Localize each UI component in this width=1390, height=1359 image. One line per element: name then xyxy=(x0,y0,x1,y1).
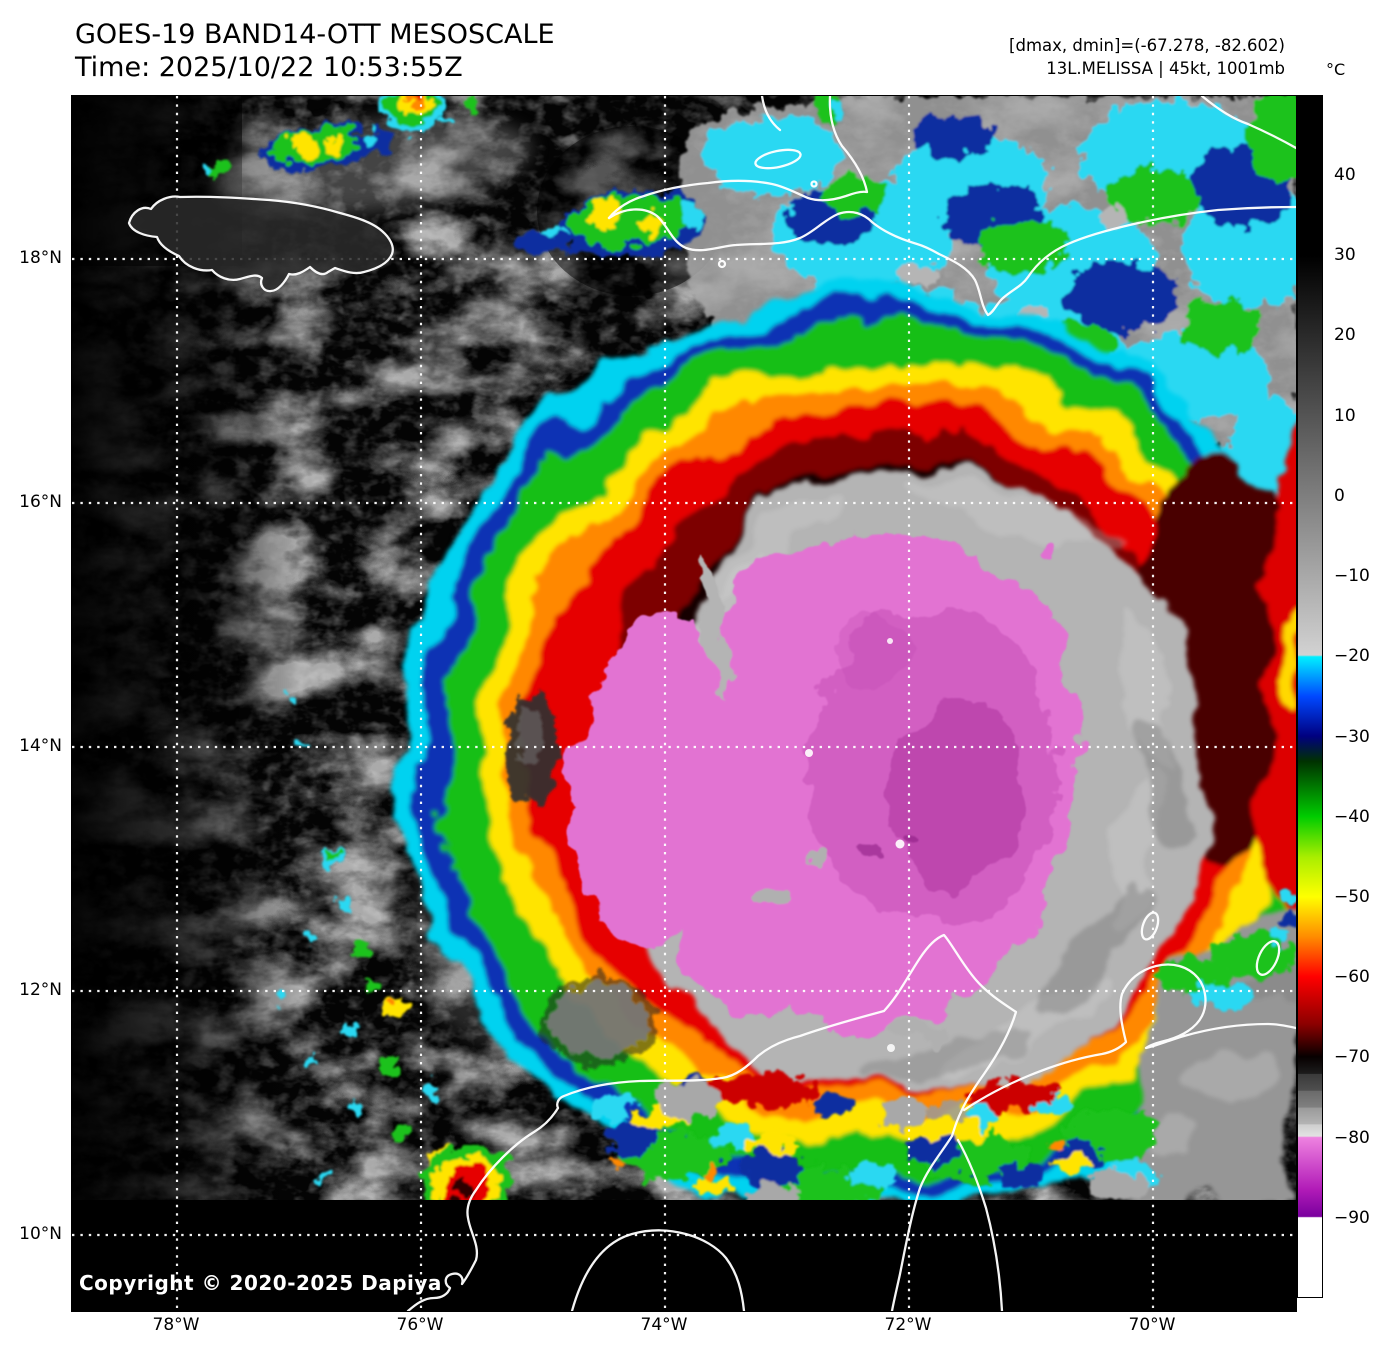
coastline-islet-pap xyxy=(810,180,818,188)
lat-label-18n: 18°N xyxy=(19,248,62,268)
coastline-hispaniola-south xyxy=(607,205,1296,317)
coastline-haiti-gulf xyxy=(607,96,869,220)
colorbar-tick: −40 xyxy=(1334,807,1370,827)
coastline-curacao xyxy=(1255,940,1281,976)
colorbar xyxy=(1297,95,1323,1298)
scattered-convective-cells xyxy=(204,96,848,1200)
lon-label-72w: 72°W xyxy=(884,1315,932,1335)
colorbar-tick: −50 xyxy=(1334,887,1370,907)
overshooting-tops xyxy=(805,638,905,1052)
storm-info: 13L.MELISSA | 45kt, 1001mb xyxy=(1046,59,1285,78)
figure-title: GOES-19 BAND14-OTT MESOSCALE xyxy=(75,19,555,50)
colorbar-tick: −10 xyxy=(1334,566,1370,586)
colorbar-tick: 20 xyxy=(1334,325,1356,345)
lon-label-78w: 78°W xyxy=(152,1315,200,1335)
copyright: Copyright © 2020-2025 Dapiya xyxy=(79,1271,442,1295)
colorbar-tick: −30 xyxy=(1334,727,1370,747)
lon-label-74w: 74°W xyxy=(640,1315,688,1335)
colorbar-tick: 0 xyxy=(1334,486,1345,506)
colorbar-tick: 10 xyxy=(1334,406,1356,426)
lat-label-10n: 10°N xyxy=(19,1224,62,1244)
south-rainband xyxy=(592,888,1296,1200)
lat-label-14n: 14°N xyxy=(19,736,62,756)
satellite-map: Copyright © 2020-2025 Dapiya xyxy=(71,95,1297,1312)
colorbar-tick: 40 xyxy=(1334,165,1356,185)
hurricane-cold-tops xyxy=(566,532,1079,1040)
colorbar-unit-label: °C xyxy=(1326,60,1346,79)
figure-timestamp: Time: 2025/10/22 10:53:55Z xyxy=(75,52,463,83)
satellite-scene xyxy=(72,96,1296,1311)
lat-label-16n: 16°N xyxy=(19,492,62,512)
southeast-clear-zone xyxy=(1112,916,1296,1200)
lon-label-76w: 76°W xyxy=(396,1315,444,1335)
header: GOES-19 BAND14-OTT MESOSCALE Time: 2025/… xyxy=(75,18,555,84)
lat-label-12n: 12°N xyxy=(19,980,62,1000)
header-right: [dmax, dmin]=(-67.278, -82.602) 13L.MELI… xyxy=(1009,34,1285,80)
coastlines xyxy=(127,96,1296,1311)
lon-label-70w: 70°W xyxy=(1128,1315,1176,1335)
coastline-haiti-northwest xyxy=(760,96,782,132)
coastline-jamaica xyxy=(127,195,394,293)
colorbar-tick: −70 xyxy=(1334,1047,1370,1067)
coastline-gonave-island xyxy=(754,148,802,170)
coastline-south-america xyxy=(406,933,1018,1311)
coastline-aruba xyxy=(1140,911,1160,941)
coastline-lake-maracaibo-east xyxy=(956,1138,1004,1311)
coastline-islet-vache xyxy=(717,259,727,269)
river-magdalena xyxy=(570,1229,746,1311)
dmax-dmin-readout: [dmax, dmin]=(-67.278, -82.602) xyxy=(1009,36,1285,55)
colorbar-tick: −80 xyxy=(1334,1128,1370,1148)
colorbar-tick: −60 xyxy=(1334,967,1370,987)
coastline-venezuela-paraguana xyxy=(962,963,1296,1112)
colorbar-tick: −90 xyxy=(1334,1208,1370,1228)
colorbar-tick: −20 xyxy=(1334,646,1370,666)
coastline-hispaniola-north xyxy=(1200,96,1296,150)
colorbar-tick: 30 xyxy=(1334,245,1356,265)
